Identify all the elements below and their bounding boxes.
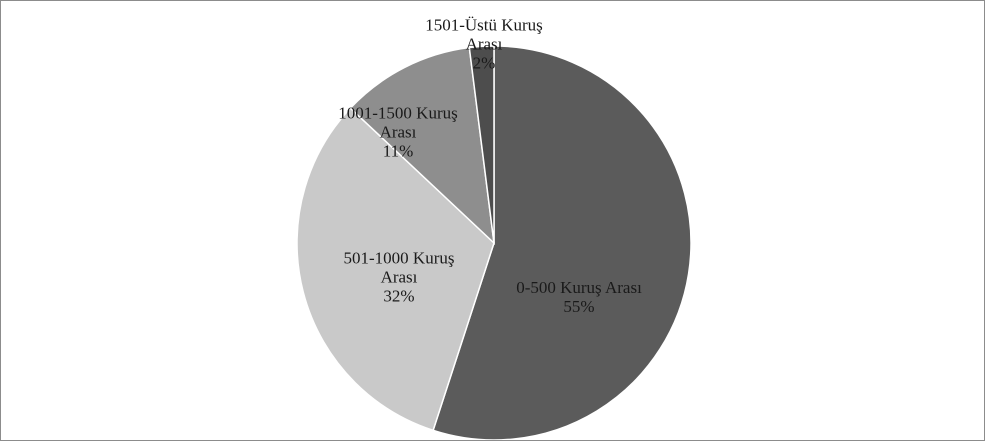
slice-label: 501-1000 Kuruş Arası 32%: [324, 249, 474, 306]
pie-slice: [432, 45, 692, 440]
value-label: 55%: [563, 297, 595, 316]
pie-slice: [349, 46, 496, 245]
pie-slice: [296, 107, 495, 432]
slice-label: 1501-Üstü Kuruş Arası 2%: [409, 16, 559, 73]
category-label: 1001-1500 Kuruş Arası: [338, 103, 458, 142]
category-label: 501-1000 Kuruş Arası: [343, 248, 455, 287]
value-label: 32%: [383, 286, 415, 306]
value-label: 2%: [472, 53, 496, 73]
category-label: 0-500 Kuruş Arası: [516, 278, 642, 297]
slice-label: 1001-1500 Kuruş Arası 11%: [323, 104, 473, 161]
pie-slice: [468, 45, 495, 244]
value-label: 11%: [382, 141, 414, 161]
category-label: 1501-Üstü Kuruş Arası: [425, 15, 543, 54]
slice-label: 0-500 Kuruş Arası 55%: [504, 278, 654, 316]
